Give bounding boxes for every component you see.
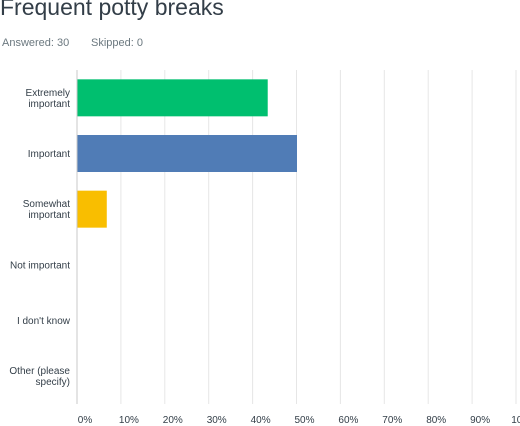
question-title: Frequent potty breaks xyxy=(0,0,224,20)
category-label: important xyxy=(28,99,70,110)
x-tick-label: 20% xyxy=(163,415,183,426)
x-tick-label: 60% xyxy=(338,415,358,426)
skipped-count: Skipped: 0 xyxy=(91,37,143,49)
category-label: specify) xyxy=(36,377,70,388)
category-label: Other (please xyxy=(9,366,70,377)
category-label: Not important xyxy=(10,260,70,271)
category-labels: ExtremelyimportantImportantSomewhatimpor… xyxy=(9,88,70,388)
x-tick-label: 70% xyxy=(382,415,402,426)
x-tick-label: 10% xyxy=(119,415,139,426)
x-tick-label: 100% xyxy=(511,415,520,426)
bar-0[interactable] xyxy=(77,79,268,117)
bar-2[interactable] xyxy=(77,190,107,228)
category-label: Extremely xyxy=(26,88,70,99)
category-label: I don't know xyxy=(17,316,71,327)
x-tick-label: 90% xyxy=(470,415,490,426)
x-tick-label: 80% xyxy=(426,415,446,426)
x-tick-label: 40% xyxy=(251,415,271,426)
x-tick-label: 50% xyxy=(294,415,314,426)
x-tick-label: 30% xyxy=(207,415,227,426)
category-label: important xyxy=(28,210,70,221)
category-label: Important xyxy=(28,149,70,160)
category-label: Somewhat xyxy=(23,199,70,210)
grid xyxy=(76,70,517,404)
answered-count: Answered: 30 xyxy=(2,37,70,49)
bar-1[interactable] xyxy=(77,135,298,172)
x-tick-label: 0% xyxy=(78,415,93,426)
bars xyxy=(77,79,298,228)
x-axis-ticks: 0% 10% 20% 30% 40% 50% 60% 70% 80% 90% 100% xyxy=(78,415,520,426)
